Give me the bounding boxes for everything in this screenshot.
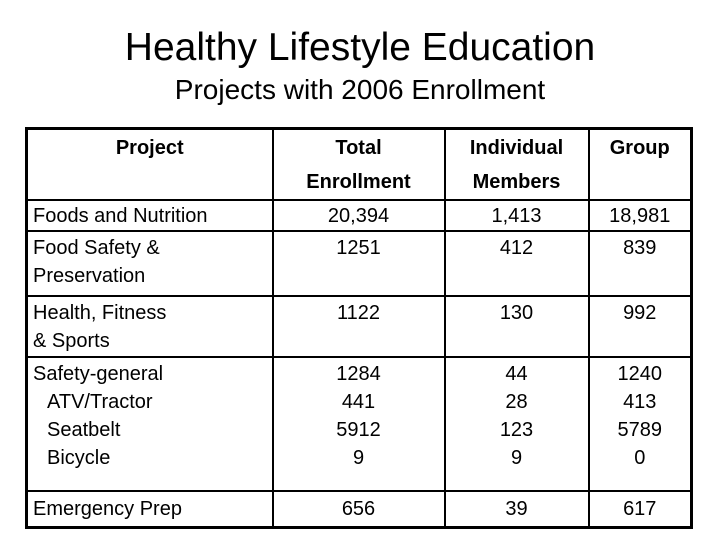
cell-line: 44 (505, 363, 528, 385)
cell-line: 28 (505, 391, 528, 413)
cell-line: 1284 (336, 363, 381, 385)
cell-line: 1240 (617, 363, 663, 385)
cell-line: 617 (623, 497, 657, 520)
cell-line: 5789 (617, 419, 663, 441)
project-cell: Health, Fitness & Sports (25, 295, 274, 358)
header-line: Enrollment (306, 171, 411, 193)
cell-line: 839 (623, 237, 657, 259)
header-line: Individual (469, 137, 564, 159)
cell-line: Preservation (33, 265, 146, 287)
cell-line: 441 (341, 391, 376, 413)
project-cell: Safety-general ATV/Tractor Seatbelt Bicy… (25, 356, 274, 492)
cell-line: Food Safety & (33, 237, 160, 259)
col-header-individual-members: Individual Members (443, 127, 590, 201)
cell-line: 413 (623, 391, 657, 413)
individual-members-cell: 412 (443, 230, 590, 297)
header-line: Members (472, 171, 561, 193)
cell-line: & Sports (33, 330, 110, 352)
table-row-emergency-prep: Emergency Prep 656 39 617 (25, 490, 693, 528)
cell-line: Foods and Nutrition (33, 204, 208, 227)
header-line: Total (335, 137, 382, 159)
individual-members-cell: 39 (443, 490, 590, 528)
cell-line: 20,394 (327, 204, 390, 227)
col-header-total-enrollment: Total Enrollment (271, 127, 446, 201)
cell-line: Seatbelt (47, 419, 121, 441)
cell-line: Safety-general (33, 363, 164, 385)
cell-line: 656 (341, 497, 376, 520)
total-enrollment-cell: 1284 441 5912 9 (271, 356, 446, 492)
cell-line: 1,413 (491, 204, 542, 227)
cell-line: ATV/Tractor (47, 391, 153, 413)
table-row-food-safety: Food Safety & Preservation 1251 412 839 (25, 230, 693, 297)
project-cell: Food Safety & Preservation (25, 230, 274, 297)
col-header-project: Project (25, 127, 274, 201)
cell-line: 9 (510, 447, 523, 469)
cell-line: Emergency Prep (33, 497, 182, 520)
table-row-foods-and-nutrition: Foods and Nutrition 20,394 1,413 18,981 (25, 199, 693, 232)
individual-members-cell: 130 (443, 295, 590, 358)
cell-line: Health, Fitness (33, 302, 167, 324)
cell-line: 412 (499, 237, 534, 259)
slide-title: Healthy Lifestyle Education (124, 26, 596, 69)
cell-line: Bicycle (47, 447, 111, 469)
cell-line: 130 (499, 302, 534, 324)
header-row: Project Total Enrollment Individual Memb… (25, 127, 693, 201)
cell-line: 992 (623, 302, 657, 324)
total-enrollment-cell: 656 (271, 490, 446, 528)
total-enrollment-cell: 1122 (271, 295, 446, 358)
cell-line: 5912 (336, 419, 381, 441)
table-row-health-fitness: Health, Fitness & Sports 1122 130 992 (25, 295, 693, 358)
group-cell: 1240 413 5789 0 (587, 356, 693, 492)
cell-line: 1122 (336, 302, 380, 324)
cell-line: 0 (634, 447, 646, 469)
group-cell: 18,981 (587, 199, 693, 232)
header-line: Group (609, 137, 670, 159)
slide-subtitle: Projects with 2006 Enrollment (174, 74, 546, 105)
project-cell: Foods and Nutrition (25, 199, 274, 232)
header-line: Project (115, 137, 184, 159)
individual-members-cell: 44 28 123 9 (443, 356, 590, 492)
cell-line: 1251 (336, 237, 381, 259)
cell-line: 18,981 (609, 204, 671, 227)
group-cell: 839 (587, 230, 693, 297)
group-cell: 617 (587, 490, 693, 528)
cell-line: 123 (499, 419, 534, 441)
total-enrollment-cell: 1251 (271, 230, 446, 297)
cell-line: 39 (505, 497, 528, 520)
col-header-group: Group (587, 127, 693, 201)
project-cell: Emergency Prep (25, 490, 274, 528)
table-row-safety-general: Safety-general ATV/Tractor Seatbelt Bicy… (25, 356, 693, 492)
cell-line: 9 (352, 447, 365, 469)
individual-members-cell: 1,413 (443, 199, 590, 232)
enrollment-table: Project Total Enrollment Individual Memb… (25, 127, 693, 529)
group-cell: 992 (587, 295, 693, 358)
total-enrollment-cell: 20,394 (271, 199, 446, 232)
